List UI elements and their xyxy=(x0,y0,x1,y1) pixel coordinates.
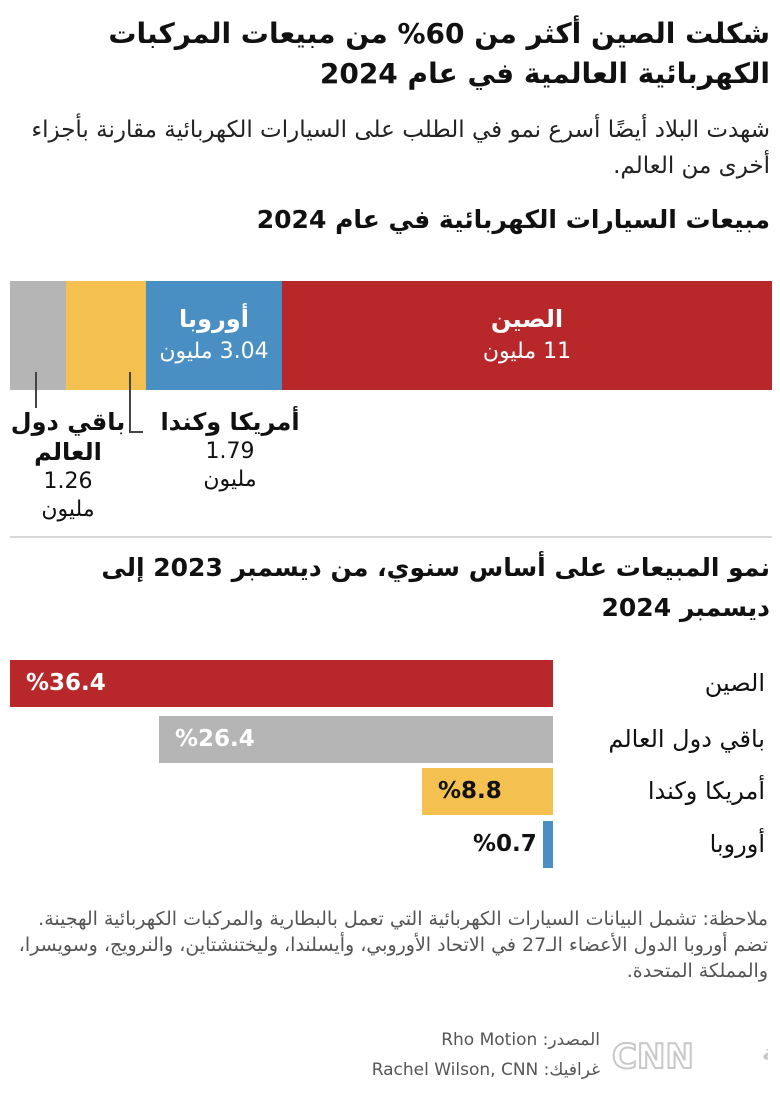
growth-bar xyxy=(543,821,553,868)
growth-category-label: أمريكا وكندا xyxy=(647,777,765,805)
segment-europe-label: أوروبا xyxy=(179,305,249,333)
leader-rest-of-world xyxy=(35,372,37,408)
stacked-chart-title: مبيعات السيارات الكهربائية في عام 2024 xyxy=(256,205,770,234)
growth-bar xyxy=(10,660,553,707)
leader-america-canada-tick xyxy=(129,431,143,433)
page-title: شكلت الصين أكثر من 60% من مبيعات المركبا… xyxy=(108,17,770,90)
leader-america-canada xyxy=(129,372,131,432)
segment-europe-value: 3.04 مليون xyxy=(159,339,269,364)
segment-america-canada xyxy=(66,281,146,390)
segment-rest-of-world xyxy=(10,281,66,390)
america-canada-external-label: أمريكا وكندا 1.79 مليون xyxy=(150,408,310,494)
growth-value-label: %26.4 xyxy=(175,726,255,752)
america-canada-value: 1.79 xyxy=(205,439,255,464)
segment-china: الصين 11 مليون xyxy=(282,281,772,390)
segment-china-value: 11 مليون xyxy=(482,339,572,364)
spacer xyxy=(10,880,772,882)
footnote: ملاحظة: تشمل البيانات السيارات الكهربائي… xyxy=(18,908,768,982)
cnn-arabic-logo: CNN بالعربية xyxy=(612,1036,768,1078)
growth-chart-title: نمو المبيعات على أساس سنوي، من ديسمبر 20… xyxy=(101,553,770,622)
growth-bar-chart: %36.4 الصين %26.4 باقي دول العالم %8.8 أمريكا… xyxy=(0,650,780,890)
rest-of-world-unit: مليون xyxy=(41,497,95,522)
growth-value-label: %0.7 xyxy=(473,831,537,857)
growth-category-label: الصين xyxy=(704,669,765,697)
credit-line: غرافيك: Rachel Wilson, CNN xyxy=(371,1060,600,1080)
rest-of-world-external-label: باقي دول العالم 1.26 مليون xyxy=(4,408,132,524)
growth-bar xyxy=(422,768,553,815)
section-divider xyxy=(10,536,772,538)
growth-value-label: %8.8 xyxy=(438,778,502,804)
growth-value-label: %36.4 xyxy=(26,670,106,696)
growth-bar xyxy=(159,716,553,763)
rest-of-world-value: 1.26 xyxy=(43,469,93,494)
america-canada-unit: مليون xyxy=(203,467,257,492)
growth-category-label: باقي دول العالم xyxy=(608,725,765,753)
stacked-bar-chart: الصين 11 مليون أوروبا 3.04 مليون xyxy=(10,281,772,390)
america-canada-label: أمريكا وكندا xyxy=(160,408,300,436)
growth-category-label: أوروبا xyxy=(709,830,765,858)
svg-text:بالعربية: بالعربية xyxy=(762,1041,768,1066)
source-line: المصدر: Rho Motion xyxy=(441,1030,600,1050)
segment-china-label: الصين xyxy=(490,305,564,333)
svg-text:CNN: CNN xyxy=(612,1037,694,1077)
rest-of-world-label: باقي دول العالم xyxy=(10,408,126,466)
segment-europe: أوروبا 3.04 مليون xyxy=(146,281,282,390)
page-subtitle: شهدت البلاد أيضًا أسرع نمو في الطلب على … xyxy=(31,117,770,179)
